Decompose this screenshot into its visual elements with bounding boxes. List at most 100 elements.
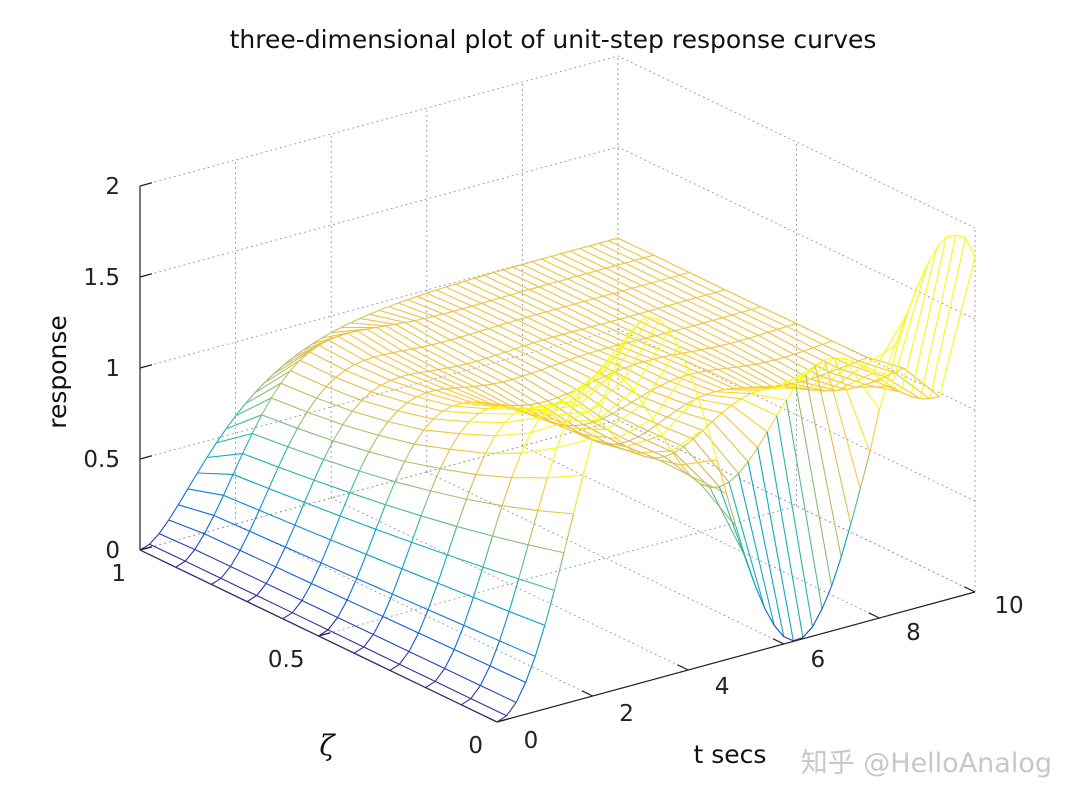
mesh-edge-zeta (684, 327, 721, 347)
mesh-edge-t (700, 347, 711, 351)
mesh-edge-zeta (411, 541, 448, 556)
mesh-edge-zeta (426, 392, 463, 404)
mesh-edge-zeta (490, 300, 528, 318)
mesh-edge-t (661, 435, 673, 452)
mesh-edge-t (550, 253, 561, 258)
mesh-edge-zeta (392, 352, 429, 372)
mesh-edge-zeta (323, 458, 360, 472)
mesh-edge-zeta (593, 298, 630, 317)
mesh-edge-t (368, 434, 379, 452)
x-tick-label: 2 (619, 701, 634, 727)
mesh-edge-zeta (568, 370, 606, 403)
mesh-edge-t (562, 331, 573, 335)
mesh-edge-zeta (822, 343, 859, 362)
mesh-edge-t (256, 583, 267, 596)
mesh-edge-zeta (699, 483, 737, 527)
mesh-edge-zeta (636, 339, 673, 356)
mesh-edge-zeta (206, 453, 243, 459)
mesh-edge-t (470, 685, 481, 699)
mesh-edge-zeta (569, 250, 607, 269)
mesh-edge-t (265, 566, 277, 584)
mesh-edge-zeta (402, 350, 439, 371)
mesh-edge-zeta (711, 421, 749, 463)
mesh-edge-t (258, 488, 270, 511)
mesh-edge-zeta (273, 351, 310, 375)
mesh-edge-zeta (511, 378, 549, 402)
mesh-edge-zeta (357, 330, 394, 354)
mesh-edge-t (745, 557, 756, 586)
mesh-edge-zeta (693, 325, 730, 345)
mesh-edge-t (640, 390, 651, 397)
mesh-edge-zeta (655, 335, 692, 353)
mesh-edge-t (404, 443, 415, 462)
mesh-edge-zeta (437, 582, 474, 598)
mesh-edge-t (444, 649, 455, 669)
mesh-edge-t (612, 290, 623, 295)
mesh-edge-zeta (469, 333, 506, 353)
mesh-edge-zeta (556, 437, 593, 449)
mesh-edge-zeta (662, 356, 699, 373)
mesh-edge-t (641, 282, 652, 287)
x-tick-label: 4 (715, 674, 730, 700)
mesh-edge-zeta (695, 398, 732, 406)
mesh-edge-zeta (418, 632, 455, 650)
y-tick-mark (318, 632, 331, 637)
mesh-edge-t (323, 440, 334, 460)
mesh-edge-zeta (463, 624, 500, 642)
mesh-edge-t (629, 313, 640, 318)
mesh-edge-t (462, 305, 473, 310)
mesh-edge-t (557, 393, 568, 399)
mesh-edge-zeta (836, 372, 873, 392)
mesh-edge-zeta (502, 505, 538, 512)
mesh-edge-zeta (356, 577, 393, 595)
mesh-edge-zeta (364, 359, 401, 378)
mesh-edge-t (858, 357, 869, 362)
mesh-edge-zeta (521, 447, 557, 454)
mesh-edge-t (897, 311, 909, 343)
mesh-edge-zeta (769, 373, 806, 389)
mesh-edge-zeta (526, 412, 563, 423)
mesh-edge-zeta (497, 325, 535, 344)
mesh-edge-zeta (488, 328, 525, 347)
mesh-edge-t (194, 533, 205, 550)
mesh-edge-t (380, 379, 391, 386)
side-wall-grid-line (617, 55, 976, 229)
mesh-edge-t (419, 370, 429, 374)
mesh-edge-t (667, 302, 678, 307)
mesh-edge-t (184, 549, 196, 562)
mesh-edge-t (261, 397, 272, 416)
mesh-edge-t (632, 389, 644, 405)
mesh-edge-t (356, 554, 367, 579)
mesh-edge-t (254, 382, 265, 394)
mesh-edge-zeta (376, 326, 413, 350)
mesh-edge-zeta (631, 287, 668, 307)
mesh-edge-t (659, 319, 670, 331)
mesh-edge-zeta (671, 354, 709, 372)
mesh-edge-t (407, 295, 418, 301)
mesh-edge-zeta (919, 235, 957, 399)
mesh-edge-t (538, 283, 549, 288)
mesh-edge-zeta (514, 406, 550, 415)
mesh-edge-t (468, 413, 479, 423)
mesh-edge-t (612, 407, 623, 415)
mesh-edge-t (869, 409, 880, 452)
mesh-edge-t (473, 384, 484, 388)
mesh-edge-zeta (427, 609, 465, 626)
mesh-edge-t (741, 308, 752, 313)
floor-grid-line (522, 445, 880, 619)
mesh-edge-t (624, 259, 635, 264)
mesh-edge-zeta (371, 391, 408, 404)
mesh-edge-zeta (385, 325, 423, 348)
mesh-edge-t (747, 447, 759, 463)
mesh-edge-t (548, 280, 559, 285)
mesh-edge-t (456, 499, 467, 527)
mesh-edge-t (684, 325, 695, 329)
mesh-edge-zeta (766, 431, 804, 638)
mesh-edge-t (533, 339, 544, 344)
mesh-edge-t (597, 419, 608, 430)
mesh-edge-zeta (457, 365, 494, 385)
mesh-edge-zeta (462, 308, 499, 327)
mesh-edge-zeta (459, 336, 496, 356)
mesh-edge-zeta (696, 297, 733, 316)
mesh-edge-t (834, 357, 844, 359)
